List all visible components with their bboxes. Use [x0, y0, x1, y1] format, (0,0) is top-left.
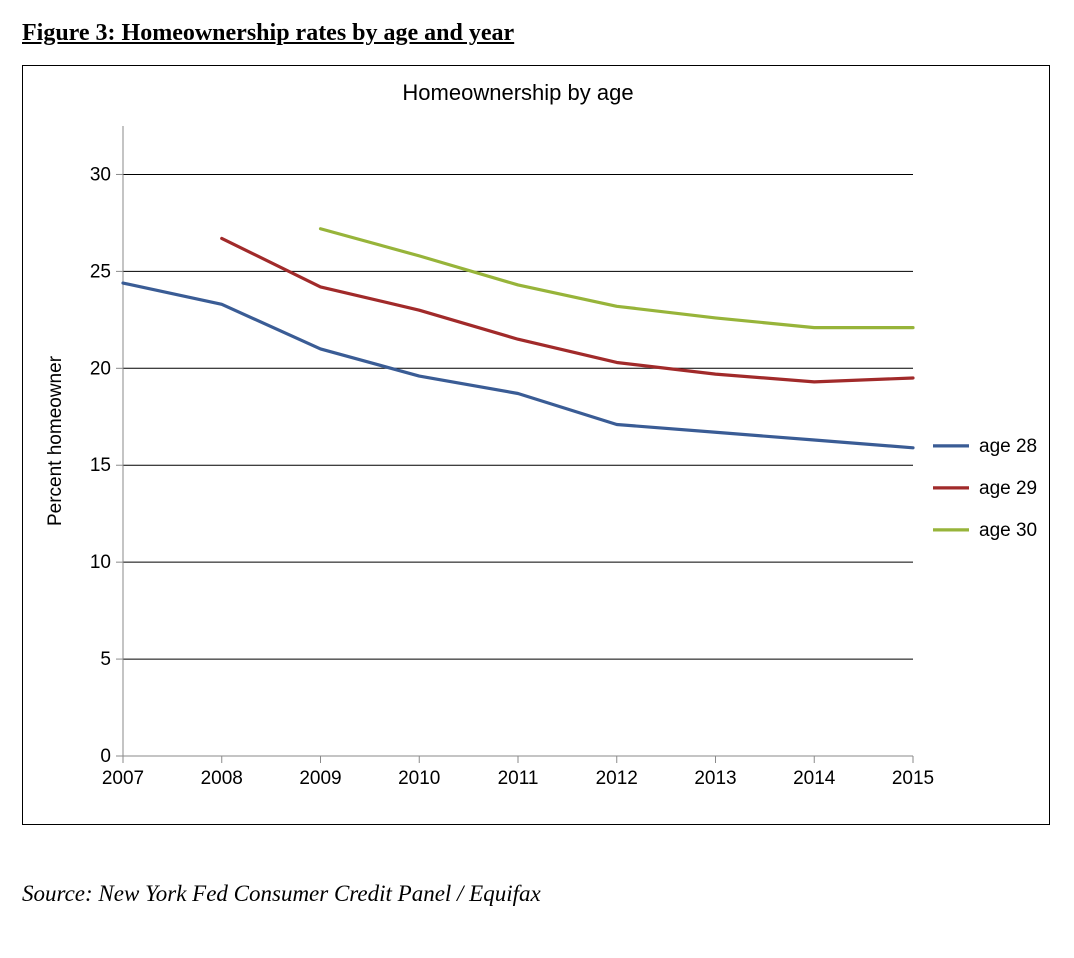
- y-tick-label: 25: [90, 261, 111, 282]
- legend-label: age 30: [979, 520, 1037, 541]
- x-tick-label: 2012: [596, 768, 638, 789]
- chart-container: Homeownership by age 0 5 10 15 20 25 30 2007 2008…: [22, 65, 1050, 825]
- x-tick-label: 2011: [498, 768, 539, 789]
- line-chart: Homeownership by age 0 5 10 15 20 25 30 2007 2008…: [23, 66, 1049, 824]
- x-tick-label: 2014: [793, 768, 836, 789]
- x-tick-label: 2010: [398, 768, 440, 789]
- series-line: [123, 283, 913, 448]
- legend-label: age 29: [979, 478, 1037, 499]
- x-tick-label: 2013: [694, 768, 736, 789]
- series-line: [222, 238, 913, 381]
- y-tick-label: 20: [90, 358, 111, 379]
- y-axis-label: Percent homeowner: [45, 355, 66, 526]
- y-tick-label: 0: [100, 746, 111, 767]
- x-tick-label: 2009: [299, 768, 341, 789]
- figure-title: Figure 3: Homeownership rates by age and…: [22, 20, 1052, 47]
- y-tick-label: 10: [90, 552, 111, 573]
- x-tick-label: 2015: [892, 768, 934, 789]
- page-root: Figure 3: Homeownership rates by age and…: [0, 0, 1074, 958]
- chart-title: Homeownership by age: [402, 80, 633, 105]
- x-tick-label: 2008: [201, 768, 243, 789]
- legend-label: age 28: [979, 436, 1037, 457]
- y-tick-label: 15: [90, 455, 111, 476]
- y-tick-label: 5: [100, 649, 111, 670]
- source-text: Source: New York Fed Consumer Credit Pan…: [22, 881, 1052, 907]
- y-tick-label: 30: [90, 164, 111, 185]
- x-tick-label: 2007: [102, 768, 144, 789]
- series-line: [321, 229, 914, 328]
